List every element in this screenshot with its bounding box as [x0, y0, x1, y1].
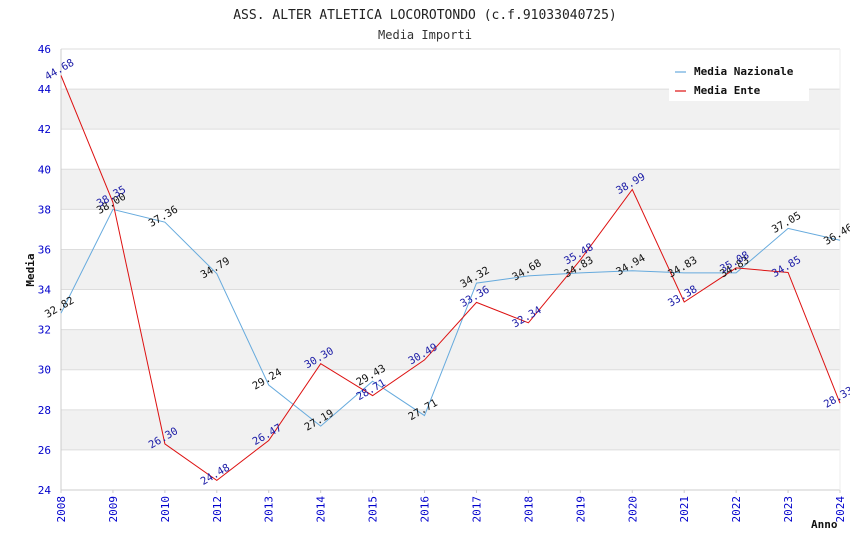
x-tick-label: 2016: [419, 496, 432, 523]
series-line-media-ente: [60, 75, 841, 482]
y-tick-label: 28: [38, 404, 51, 417]
y-tick-label: 42: [38, 123, 51, 136]
x-tick-label: 2013: [263, 496, 276, 523]
y-tick-label: 44: [38, 83, 52, 96]
x-tick-label: 2021: [678, 496, 691, 523]
axes: [60, 49, 841, 491]
x-tick-label: 2023: [782, 496, 795, 523]
x-tick-label: 2015: [367, 496, 380, 523]
x-tick-label: 2008: [55, 496, 68, 523]
plot-band: [61, 409, 840, 450]
x-tick-label: 2010: [159, 496, 172, 523]
y-tick-label: 24: [38, 484, 52, 497]
plot-band: [61, 369, 840, 410]
x-tick-label: 2019: [574, 496, 587, 523]
y-tick-label: 26: [38, 444, 51, 457]
x-tick-label: 2017: [470, 496, 483, 523]
plot-band: [61, 249, 840, 290]
y-tick-label: 30: [38, 364, 51, 377]
x-tick-label: 2024: [834, 496, 847, 523]
y-tick-label: 38: [38, 203, 51, 216]
plot-band: [61, 209, 840, 250]
x-tick-label: 2012: [211, 496, 224, 523]
x-tick-label: 2022: [730, 496, 743, 523]
y-tick-label: 32: [38, 324, 51, 337]
chart-subtitle: Media Importi: [378, 28, 472, 42]
plot-band: [61, 169, 840, 210]
y-tick-label: 34: [38, 284, 52, 297]
legend-label-media-ente: Media Ente: [694, 84, 761, 97]
plot-background: [61, 49, 840, 490]
y-axis-label: Media: [24, 253, 37, 286]
plot-band: [61, 449, 840, 490]
plot-band: [61, 289, 840, 330]
legend-label-media-nazionale: Media Nazionale: [694, 65, 794, 78]
x-tick-label: 2018: [522, 496, 535, 523]
y-axis-ticks: 24 26 28 30 32 34 36 38 40 42 44 46: [38, 43, 52, 497]
legend: Media Nazionale Media Ente: [669, 60, 809, 101]
y-tick-label: 36: [38, 243, 51, 256]
x-tick-label: 2020: [626, 496, 639, 523]
chart-title: ASS. ALTER ATLETICA LOCOROTONDO (c.f.910…: [233, 8, 617, 23]
series-line-media-nazionale: [60, 208, 841, 427]
y-tick-label: 40: [38, 163, 51, 176]
x-tick-label: 2009: [107, 496, 120, 523]
legend-box: [669, 60, 809, 101]
series-lines: [60, 75, 841, 482]
plot-band: [61, 129, 840, 170]
x-axis-label: Anno: [811, 518, 838, 531]
y-tick-label: 46: [38, 43, 51, 56]
x-tick-label: 2014: [315, 496, 328, 523]
x-axis-ticks: 2008 2009 2010 2012 2013 2014 2015 2016 2017 2018…: [55, 490, 847, 523]
